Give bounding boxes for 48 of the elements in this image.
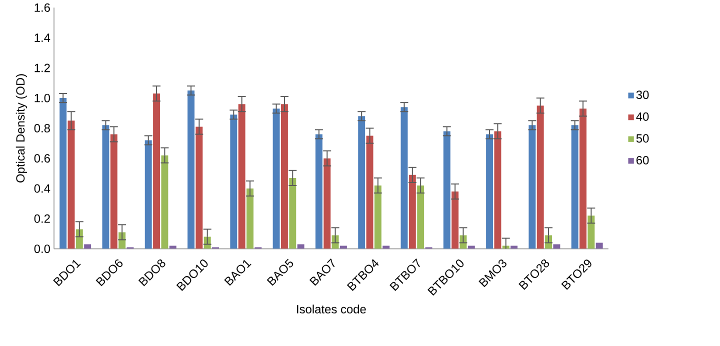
bar xyxy=(196,126,203,249)
bar xyxy=(571,125,578,249)
bar xyxy=(366,136,374,249)
bar xyxy=(443,131,450,249)
bar xyxy=(486,134,494,249)
bar xyxy=(280,104,288,249)
y-tick-label: 0.0 xyxy=(34,244,50,254)
bar xyxy=(417,185,424,249)
y-tick-label: 0.4 xyxy=(34,184,50,193)
bar xyxy=(494,131,502,249)
bar xyxy=(110,134,118,249)
y-tick-label: 1.6 xyxy=(34,3,50,12)
bar xyxy=(374,185,382,249)
y-tick-label: 1.4 xyxy=(34,34,50,42)
x-axis-title: Isolates code xyxy=(297,304,366,314)
bar xyxy=(408,174,416,249)
bar xyxy=(528,125,536,249)
bar xyxy=(536,106,544,249)
bar xyxy=(358,116,366,249)
bar xyxy=(596,242,603,249)
bar xyxy=(144,140,152,249)
bar xyxy=(315,134,322,249)
bar xyxy=(68,120,75,249)
bar xyxy=(324,158,331,249)
bar xyxy=(102,125,110,249)
bar xyxy=(60,98,67,249)
bar xyxy=(588,216,595,249)
bar xyxy=(246,188,254,249)
bar xyxy=(289,178,296,249)
bar xyxy=(272,108,280,249)
bar xyxy=(188,90,194,249)
bar xyxy=(400,107,408,249)
y-tick-label: 0.2 xyxy=(34,214,50,223)
bar xyxy=(230,114,238,249)
bar xyxy=(238,104,246,249)
y-tick-label: 1.2 xyxy=(34,64,50,72)
y-tick-label: 0.8 xyxy=(34,124,50,132)
y-tick-label: 0.6 xyxy=(34,154,50,163)
bar xyxy=(580,108,586,249)
legend-label: 30 xyxy=(636,90,649,100)
bar xyxy=(153,94,160,249)
bar xyxy=(452,192,459,249)
bar xyxy=(161,155,168,249)
legend-label: 50 xyxy=(636,134,649,143)
legend-label: 60 xyxy=(636,156,649,164)
y-axis-title: Optical Density (OD) xyxy=(16,74,28,182)
y-tick-label: 1.0 xyxy=(34,94,50,102)
legend-label: 40 xyxy=(636,112,649,121)
